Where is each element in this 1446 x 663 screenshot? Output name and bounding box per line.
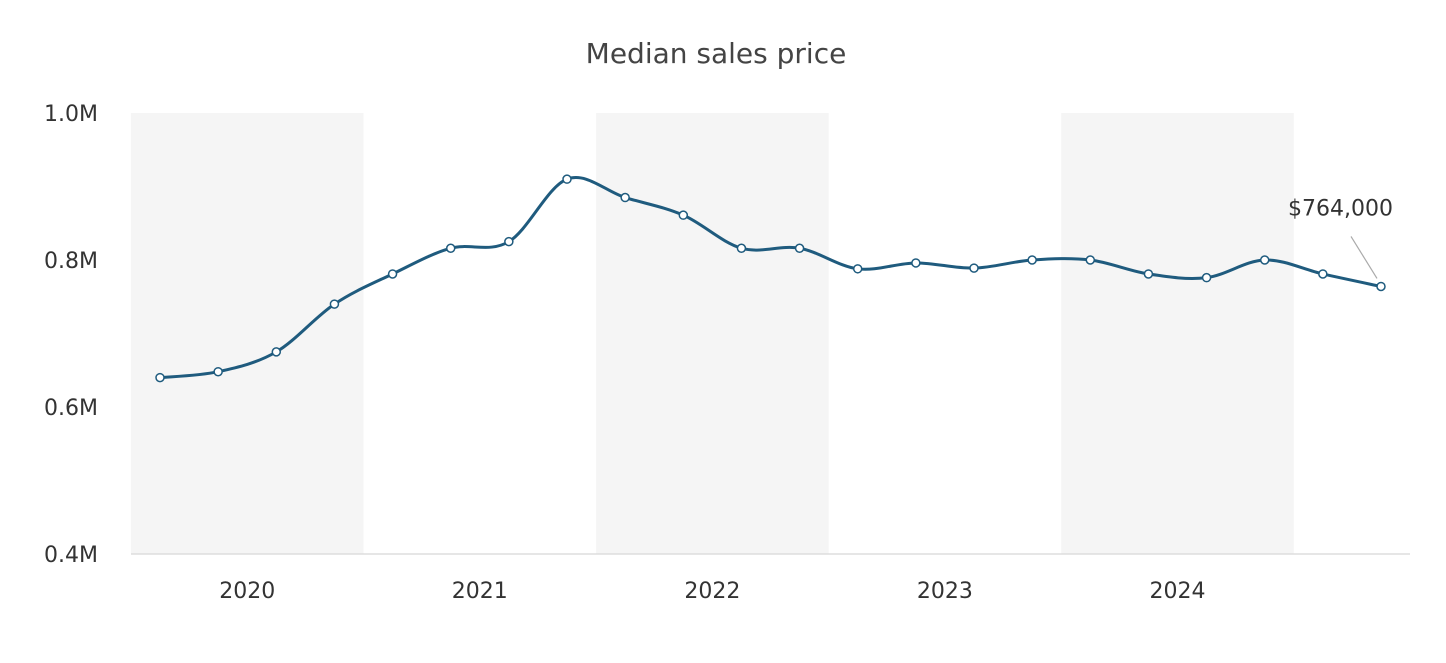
shade-band-2020 <box>130 113 364 554</box>
data-point <box>1085 255 1096 265</box>
x-tick-label: 2020 <box>219 579 275 604</box>
data-point <box>1143 269 1154 279</box>
x-tick-label: 2021 <box>452 579 508 604</box>
annotation-leader-line <box>1350 236 1378 279</box>
data-point <box>1201 272 1212 283</box>
y-axis-ticks: 0.4M 0.6M 0.8M 1.0M <box>44 102 98 568</box>
data-point <box>620 192 630 203</box>
data-point <box>1318 269 1328 279</box>
y-tick-label: 0.6M <box>44 396 98 421</box>
x-tick-label: 2024 <box>1150 579 1206 604</box>
data-point <box>969 263 979 273</box>
data-point <box>678 210 689 220</box>
data-point <box>504 236 514 247</box>
annotation-label: $764,000 <box>1288 196 1393 221</box>
x-tick-label: 2022 <box>684 579 740 604</box>
y-tick-label: 0.4M <box>44 543 98 568</box>
data-point <box>155 372 165 383</box>
y-tick-label: 0.8M <box>44 249 98 274</box>
data-point <box>445 243 456 253</box>
data-point <box>911 258 921 268</box>
y-tick-label: 1.0M <box>44 102 98 127</box>
data-point <box>1259 255 1270 265</box>
chart-title: Median sales price <box>586 37 847 70</box>
data-point <box>736 243 747 253</box>
data-point <box>852 264 863 274</box>
data-point <box>1027 255 1037 265</box>
shade-band-2024 <box>1061 113 1294 554</box>
data-markers <box>155 174 1386 383</box>
data-point <box>387 269 398 279</box>
data-point <box>562 174 572 184</box>
data-point <box>213 366 223 377</box>
data-point <box>329 299 340 309</box>
data-point <box>1376 281 1386 292</box>
data-point <box>794 243 805 253</box>
x-tick-label: 2023 <box>917 579 973 604</box>
x-axis-ticks: 2020 2021 2022 2023 2024 <box>219 579 1205 604</box>
shade-band-2022 <box>596 113 829 554</box>
data-point <box>271 347 282 357</box>
year-shading <box>130 113 1294 554</box>
